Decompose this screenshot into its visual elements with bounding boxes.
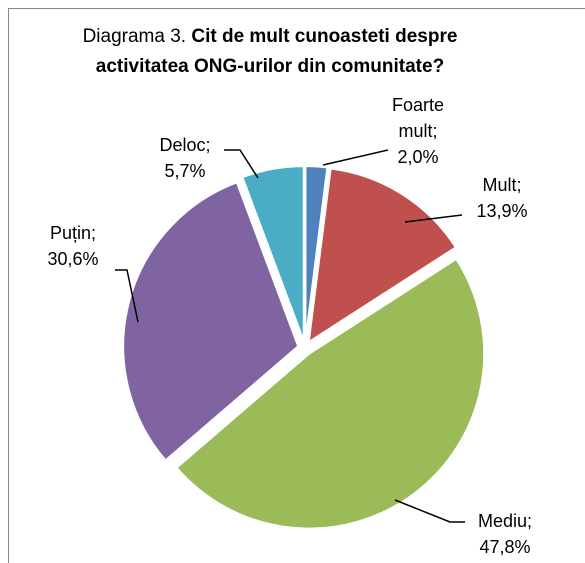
value-label: 30,6% [47,249,99,269]
data-label: Mult; 13,9% [462,172,542,224]
category-label: Mult; [482,175,522,195]
leader-lines [115,149,465,523]
pie-slice [304,165,329,342]
value-label: 5,7% [164,161,206,181]
value-label: 2,0% [397,147,439,167]
value-label: 13,9% [476,201,528,221]
title-main: Cit de mult cunoasteti despre activitate… [95,26,458,77]
category-label: Foarte mult; [391,95,445,141]
pie-slice [307,167,458,345]
frame [8,8,585,563]
title-lead: Diagrama 3. [82,26,187,47]
category-label: Deloc; [159,135,211,155]
data-label: Foarte mult; 2,0% [388,92,448,170]
leader-line [322,149,389,166]
value-label: 47,8% [479,537,531,557]
leader-line [394,499,465,523]
leader-line [404,214,463,223]
pie-slice [175,257,486,530]
leader-line [224,149,259,179]
leader-line [115,269,139,323]
category-label: Mediu; [477,511,533,531]
category-label: Puțin; [49,223,97,243]
data-label: Deloc; 5,7% [140,132,230,184]
pie-slice [241,165,305,342]
data-label: Puțin; 30,6% [28,220,118,272]
data-label: Mediu; 47,8% [465,508,545,560]
pie-slice [122,181,300,462]
chart-title: Diagrama 3. Cit de mult cunoasteti despr… [60,22,480,82]
